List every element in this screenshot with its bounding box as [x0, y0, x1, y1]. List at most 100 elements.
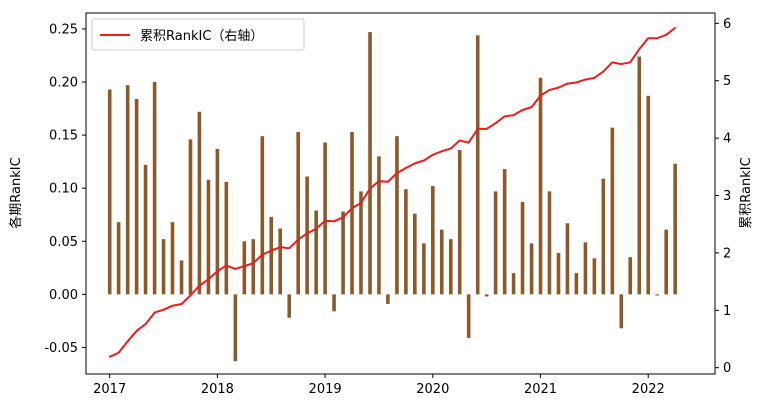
x-tick-label: 2017	[93, 382, 126, 397]
line-point	[413, 162, 416, 165]
bar	[664, 229, 669, 295]
bar	[386, 294, 390, 304]
bar	[628, 257, 633, 295]
line-point	[440, 150, 443, 153]
line-point	[234, 268, 237, 270]
line-point	[189, 294, 192, 297]
left-axis-label: 各期RankIC	[8, 157, 24, 228]
line-point	[404, 167, 407, 169]
right-axis-label: 累积RankIC	[739, 157, 754, 228]
x-tick-label: 2020	[416, 382, 449, 397]
line-layer	[108, 27, 677, 358]
right-tick-label: 6	[723, 17, 731, 32]
line-point	[144, 323, 147, 325]
bar	[457, 149, 462, 295]
line-point	[620, 63, 623, 65]
plot-frame	[85, 12, 716, 375]
line-point	[674, 27, 677, 29]
bar	[565, 223, 570, 295]
right-axis: 0 1 2 3 4 5 6	[715, 17, 731, 376]
line-point	[602, 70, 605, 73]
bar	[224, 181, 229, 295]
line-point	[503, 115, 506, 118]
bar	[377, 156, 381, 295]
bar	[610, 127, 615, 295]
bar	[278, 228, 282, 295]
legend-box	[91, 18, 305, 51]
line-point	[629, 61, 632, 64]
bar	[323, 142, 327, 295]
line-point	[333, 220, 335, 223]
line-point	[270, 249, 273, 252]
bar	[484, 294, 489, 297]
line-point	[476, 128, 479, 130]
left-tick-label: 0.10	[49, 182, 78, 197]
bar	[538, 77, 543, 295]
line-point	[153, 311, 156, 314]
line-point	[647, 37, 650, 40]
line-point	[485, 128, 488, 130]
x-tick-label: 2021	[524, 382, 557, 397]
bar	[350, 131, 354, 295]
left-tick-label: 0.05	[49, 235, 78, 250]
bar	[107, 89, 112, 295]
bar	[547, 191, 552, 295]
bars-layer	[107, 32, 677, 362]
line-point	[369, 187, 371, 190]
line-point	[126, 340, 129, 343]
line-point	[216, 270, 219, 273]
bar	[493, 191, 498, 295]
left-tick-label: 0.20	[49, 76, 78, 91]
bar	[260, 136, 265, 295]
line-point	[378, 180, 380, 183]
bar	[143, 164, 148, 295]
legend: 累积RankIC（右轴）	[91, 18, 305, 51]
bar	[206, 179, 211, 295]
line-point	[342, 216, 344, 219]
line-point	[135, 330, 138, 332]
right-tick-label: 5	[723, 74, 731, 89]
bar	[655, 294, 659, 296]
line-point	[656, 37, 659, 40]
bar	[439, 229, 444, 295]
line-point	[243, 265, 246, 267]
left-tick-label: 0.15	[49, 129, 78, 144]
bar	[619, 294, 624, 329]
left-axis: -0.05 0.00 0.05 0.10 0.15 0.20 0.25	[44, 22, 86, 356]
line-point	[458, 139, 461, 142]
bar	[179, 260, 184, 295]
line-point	[297, 238, 300, 241]
line-point	[449, 147, 452, 150]
bar	[556, 252, 561, 295]
bar	[395, 136, 399, 295]
bar	[332, 294, 336, 312]
line-point	[360, 202, 362, 204]
line-point	[288, 247, 291, 250]
cumulative-line	[109, 27, 676, 358]
line-point	[548, 89, 551, 91]
bar	[637, 56, 642, 295]
bar	[287, 294, 292, 318]
bar	[502, 169, 507, 295]
line-point	[279, 246, 282, 249]
bar	[449, 239, 453, 295]
right-tick-label: 2	[723, 246, 731, 261]
line-point	[557, 86, 560, 89]
line-point	[207, 278, 210, 281]
line-point	[611, 61, 614, 64]
line-point	[521, 109, 524, 111]
line-point	[108, 355, 111, 358]
line-point	[261, 253, 264, 256]
left-tick-label: -0.05	[44, 341, 78, 356]
line-point	[422, 159, 425, 162]
left-tick-label: 0.25	[49, 22, 78, 37]
line-point	[162, 308, 165, 311]
bar	[511, 273, 516, 295]
bar	[601, 178, 606, 295]
bar	[520, 201, 525, 295]
line-point	[171, 304, 174, 307]
bar	[368, 32, 372, 295]
line-point	[575, 81, 578, 84]
